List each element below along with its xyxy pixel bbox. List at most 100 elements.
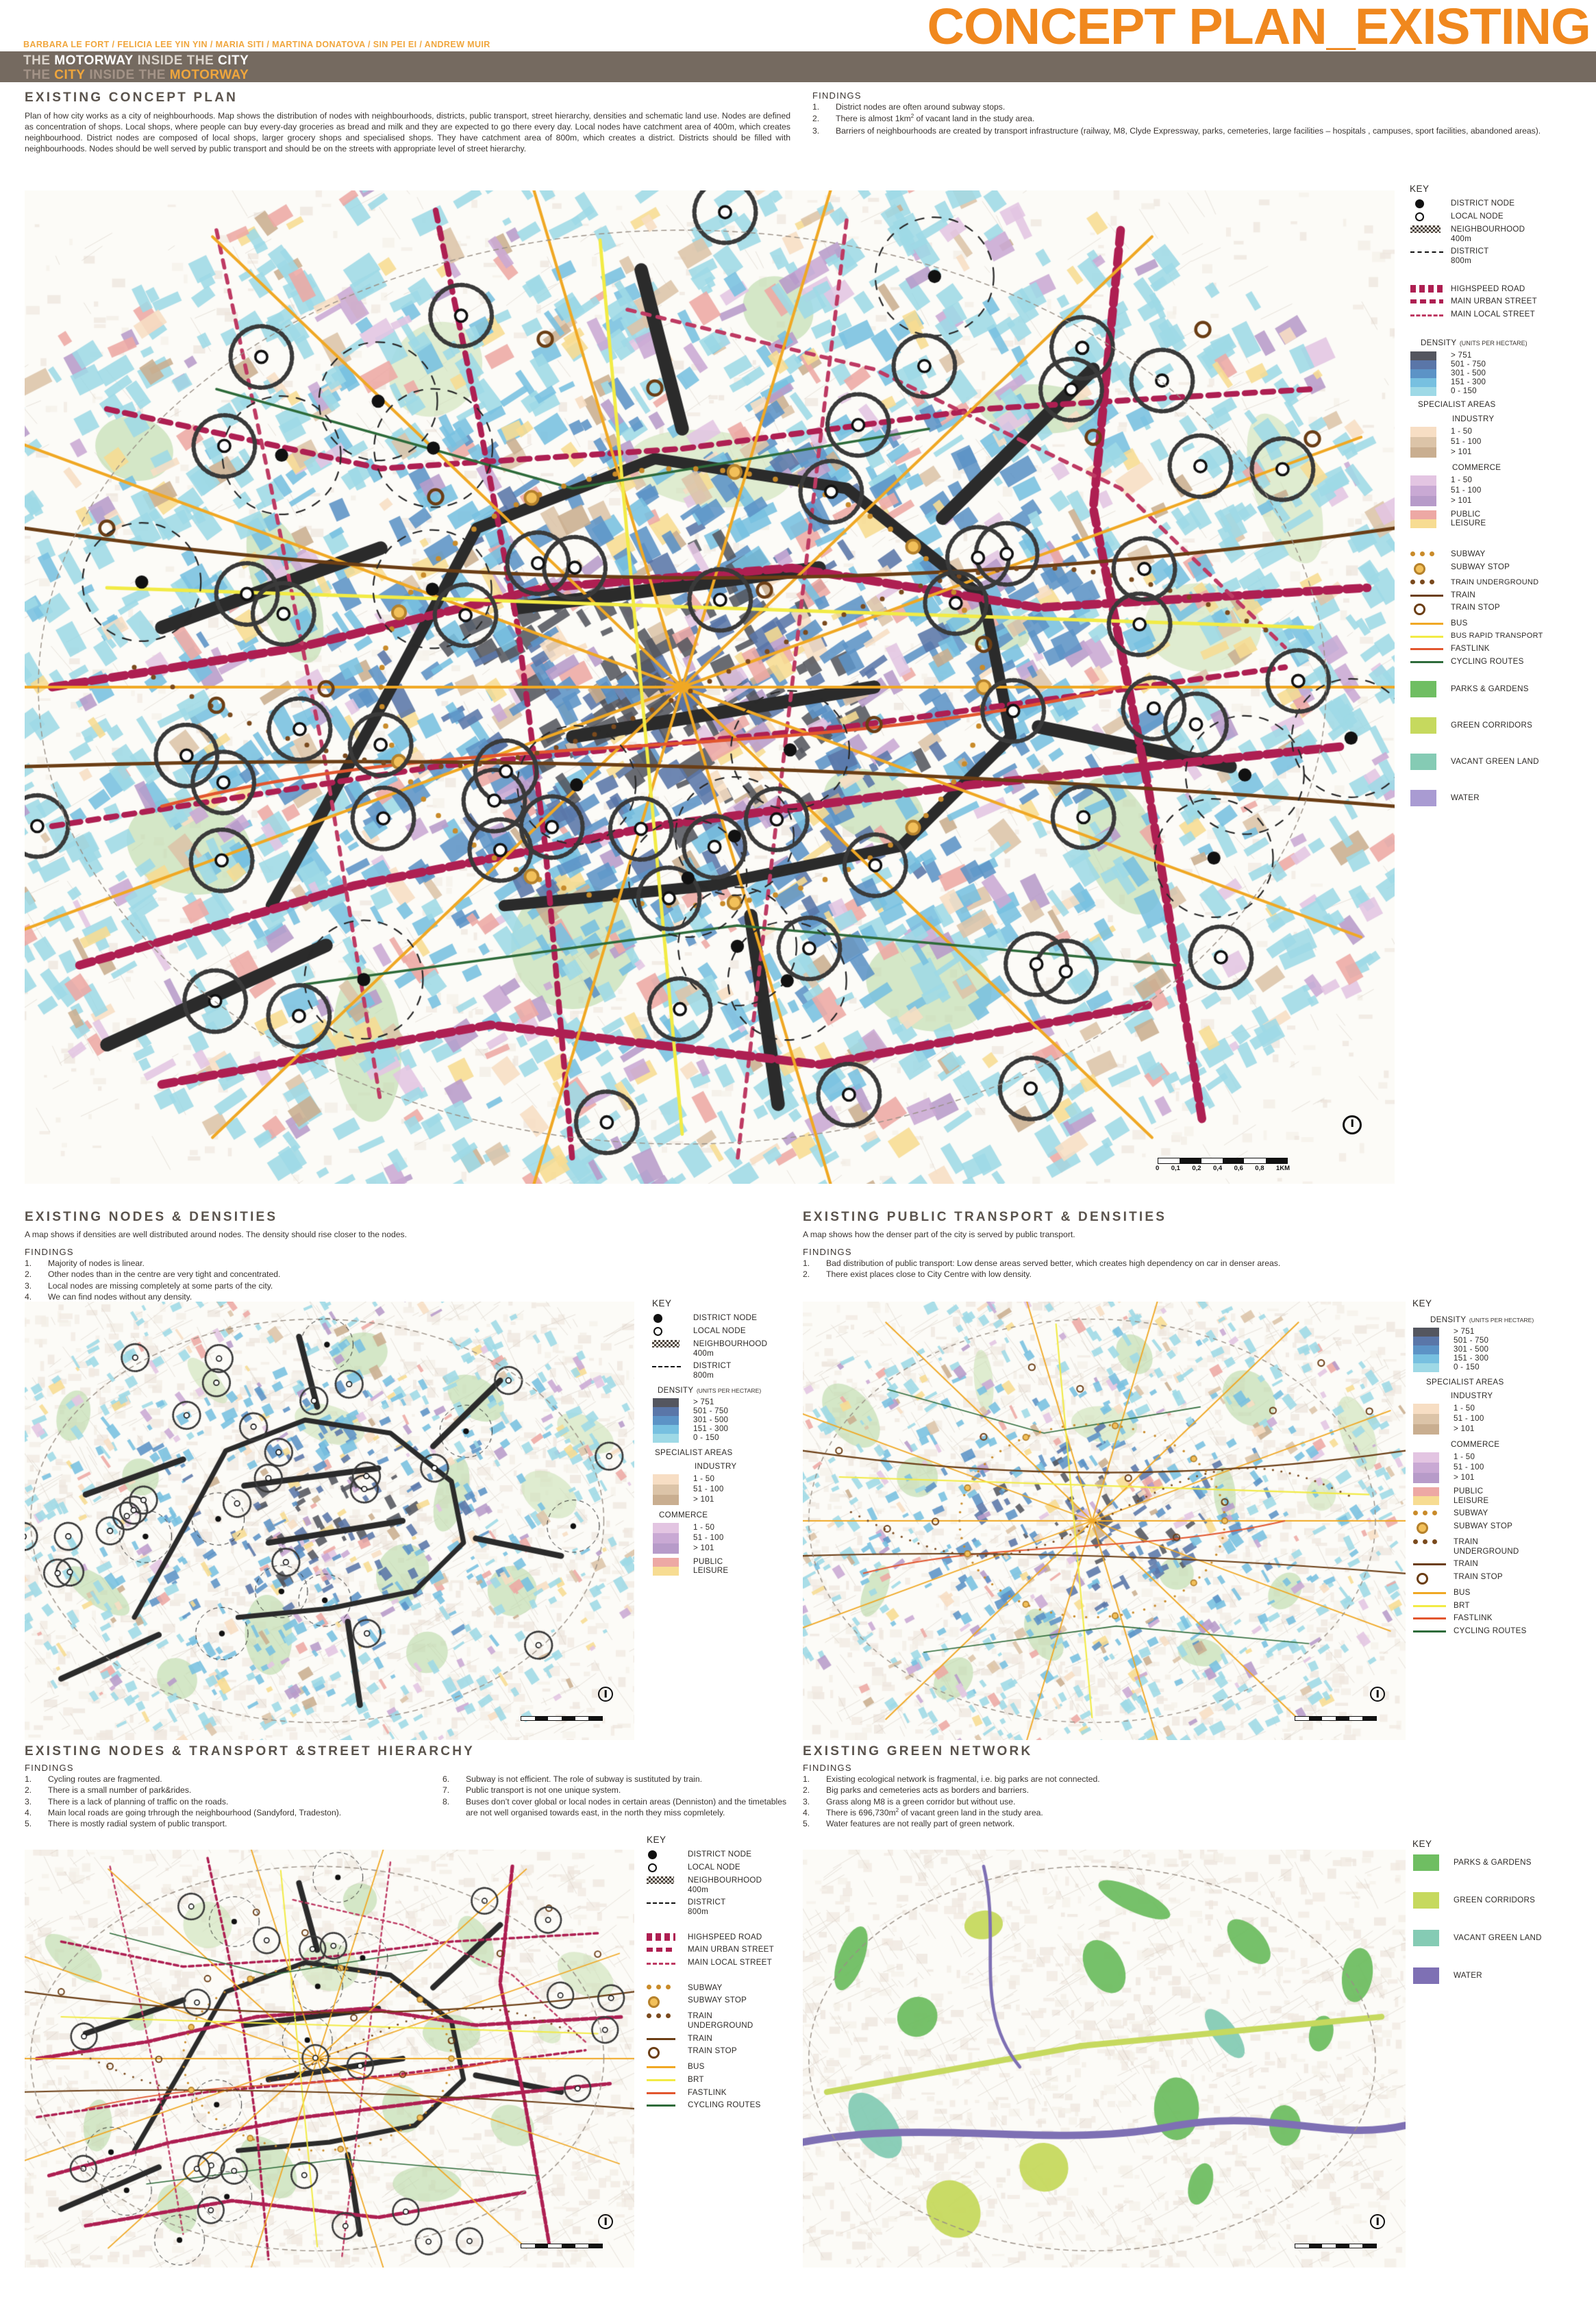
finding-number: 4. <box>25 1292 32 1302</box>
fastlink-icon <box>1412 1613 1454 1620</box>
legend-label: TRAIN <box>688 2033 713 2043</box>
legend-label: BUS <box>1451 619 1468 628</box>
north-arrow-icon <box>598 2214 613 2229</box>
main-map-legend: KEY DISTRICT NODE LOCAL NODE NEIGHBOURHO… <box>1410 184 1595 810</box>
legend-industry-ramp: 1 - 50 51 - 100 > 101 <box>1410 426 1595 458</box>
cycling-routes-icon <box>1410 657 1451 663</box>
public-leisure-swatch-icon <box>1410 510 1451 528</box>
legend-highspeed-road: HIGHSPEED ROAD <box>647 1933 804 1942</box>
finding-text: There is a small number of park&rides. <box>48 1785 192 1796</box>
legend-main-urban-street: MAIN URBAN STREET <box>647 1945 804 1954</box>
finding-text: Big parks and cemeteries acts as borders… <box>826 1785 1030 1796</box>
legend-label: BRT <box>1454 1600 1470 1610</box>
intro-body: Plan of how city works as a city of neig… <box>25 111 790 154</box>
legend-main-urban-street: MAIN URBAN STREET <box>1410 297 1595 306</box>
train-icon <box>647 2034 688 2040</box>
finding-number: 5. <box>803 1819 810 1829</box>
legend-label: TRAIN STOP <box>1451 603 1500 612</box>
legend-local-node: LOCAL NODE <box>1410 212 1595 221</box>
finding-text: Buses don’t cover global or local nodes … <box>466 1796 787 1818</box>
legend-cycling-routes: CYCLING ROUTES <box>1410 657 1595 667</box>
finding-text: There is almost 1km2 of vacant land in t… <box>836 113 1035 124</box>
fastlink-icon <box>647 2088 688 2094</box>
industry-ramp-icon <box>1412 1403 1454 1435</box>
finding-number: 3. <box>803 1796 810 1806</box>
map-canvas <box>25 1850 634 2268</box>
green-network-text: EXISTING GREEN NETWORK FINDINGS 1. Existi… <box>803 1744 1495 1830</box>
commerce-ramp-labels: 1 - 50 51 - 100 > 101 <box>1451 475 1482 505</box>
findings-heading: FINDINGS <box>25 1247 74 1258</box>
train-underground-icon <box>1412 1537 1454 1545</box>
street-hierarchy-map[interactable] <box>25 1850 634 2268</box>
legend-industry-ramp: 1 - 50 51 - 100 > 101 <box>652 1474 810 1505</box>
map-canvas <box>25 190 1395 1184</box>
legend-label: TRAIN UNDERGROUND <box>1454 1537 1519 1556</box>
finding-number: 2. <box>25 1269 32 1280</box>
findings-heading: FINDINGS <box>25 1763 74 1773</box>
finding-number: 4. <box>25 1808 32 1818</box>
finding-text: Barriers of neighbourhoods are created b… <box>836 125 1541 136</box>
commerce-heading: COMMERCE <box>659 1510 708 1519</box>
district-node-icon <box>647 1850 688 1859</box>
finding-number: 1. <box>25 1774 32 1784</box>
cycling-routes-icon <box>1412 1626 1454 1633</box>
finding-text: Main local roads are going trhrough the … <box>48 1808 342 1818</box>
finding-text: Water features are not really part of gr… <box>826 1819 1015 1829</box>
public-transport-map[interactable] <box>803 1302 1406 1740</box>
legend-label: TRAIN UNDERGROUND <box>688 2011 753 2031</box>
legend-highspeed-road: HIGHSPEED ROAD <box>1410 284 1595 294</box>
finding-item: 6. Subway is not efficient. The role of s… <box>442 1774 799 1785</box>
legend-fastlink: FASTLINK <box>1410 644 1595 654</box>
legend-label: WATER <box>1451 793 1480 803</box>
density-ramp-labels: > 751 501 - 750 301 - 500 151 - 300 0 - 150 <box>1454 1327 1489 1371</box>
finding-number: 5. <box>25 1819 32 1829</box>
legend-label: SUBWAY <box>1454 1508 1488 1518</box>
scalebar-bar <box>521 1716 603 1721</box>
fastlink-icon <box>1410 644 1451 650</box>
local-node-icon <box>652 1326 693 1336</box>
green-corridors-swatch-icon <box>1412 1891 1454 1909</box>
finding-item: 4. We can find nodes without any density. <box>25 1291 751 1302</box>
commerce-ramp-labels: 1 - 50 51 - 100 > 101 <box>693 1522 724 1552</box>
legend-density-ramp: > 751 501 - 750 301 - 500 151 - 300 0 - 150 <box>652 1398 810 1443</box>
legend-label: DISTRICT NODE <box>688 1850 752 1859</box>
finding-number: 2. <box>803 1785 810 1796</box>
finding-number: 3. <box>812 125 820 136</box>
industry-ramp-labels: 1 - 50 51 - 100 > 101 <box>1454 1404 1484 1433</box>
legend-label: SUBWAY <box>688 1983 723 1992</box>
legend-label: PARKS & GARDENS <box>1454 1858 1532 1867</box>
specialist-areas-heading: SPECIALIST AREAS <box>1418 399 1496 409</box>
density-heading: DENSITY <box>1430 1315 1467 1324</box>
legend-commerce-ramp: 1 - 50 51 - 100 > 101 <box>1412 1452 1595 1483</box>
finding-item: 2. Big parks and cemeteries acts as borde… <box>803 1785 1495 1796</box>
legend-parks-gardens: PARKS & GARDENS <box>1412 1854 1595 1871</box>
parks-gardens-swatch-icon <box>1410 680 1451 698</box>
legend-label: NEIGHBOURHOOD 400m <box>693 1339 768 1358</box>
legend-label: VACANT GREEN LAND <box>1451 757 1539 767</box>
nodes-densities-map[interactable] <box>25 1302 634 1740</box>
legend-subway: SUBWAY <box>647 1983 804 1993</box>
finding-item: 2. There exist places close to City Centr… <box>803 1269 1495 1280</box>
legend-title: KEY <box>1412 1298 1432 1308</box>
legend-neighbourhood: NEIGHBOURHOOD 400m <box>652 1339 810 1358</box>
scalebar-bar <box>1295 2244 1377 2248</box>
legend-train-underground: TRAIN UNDERGROUND <box>647 2011 804 2030</box>
legend-subway: SUBWAY <box>1410 549 1595 559</box>
legend-bus-rapid-transport: BUS RAPID TRANSPORT <box>1410 632 1595 641</box>
green-network-map[interactable] <box>803 1850 1406 2268</box>
public-leisure-swatch-icon <box>652 1557 693 1576</box>
legend-vacant-green-land: VACANT GREEN LAND <box>1410 753 1595 771</box>
concept-plan-map[interactable] <box>25 190 1395 1184</box>
legend-label: PARKS & GARDENS <box>1451 684 1529 694</box>
title-band <box>0 51 1596 82</box>
brt-icon <box>647 2075 688 2082</box>
train-stop-icon <box>1410 603 1451 616</box>
legend-label: PUBLIC LEISURE <box>1454 1487 1489 1505</box>
finding-number: 1. <box>803 1774 810 1784</box>
density-ramp-labels: > 751 501 - 750 301 - 500 151 - 300 0 - 150 <box>693 1397 729 1442</box>
finding-item: 2. Other nodes than in the centre are ver… <box>25 1269 751 1280</box>
legend-label: PUBLIC LEISURE <box>1451 509 1486 528</box>
finding-item: 3. Local nodes are missing completely at … <box>25 1280 751 1291</box>
section-title: EXISTING GREEN NETWORK <box>803 1744 1033 1759</box>
legend-label: LOCAL NODE <box>693 1326 746 1335</box>
